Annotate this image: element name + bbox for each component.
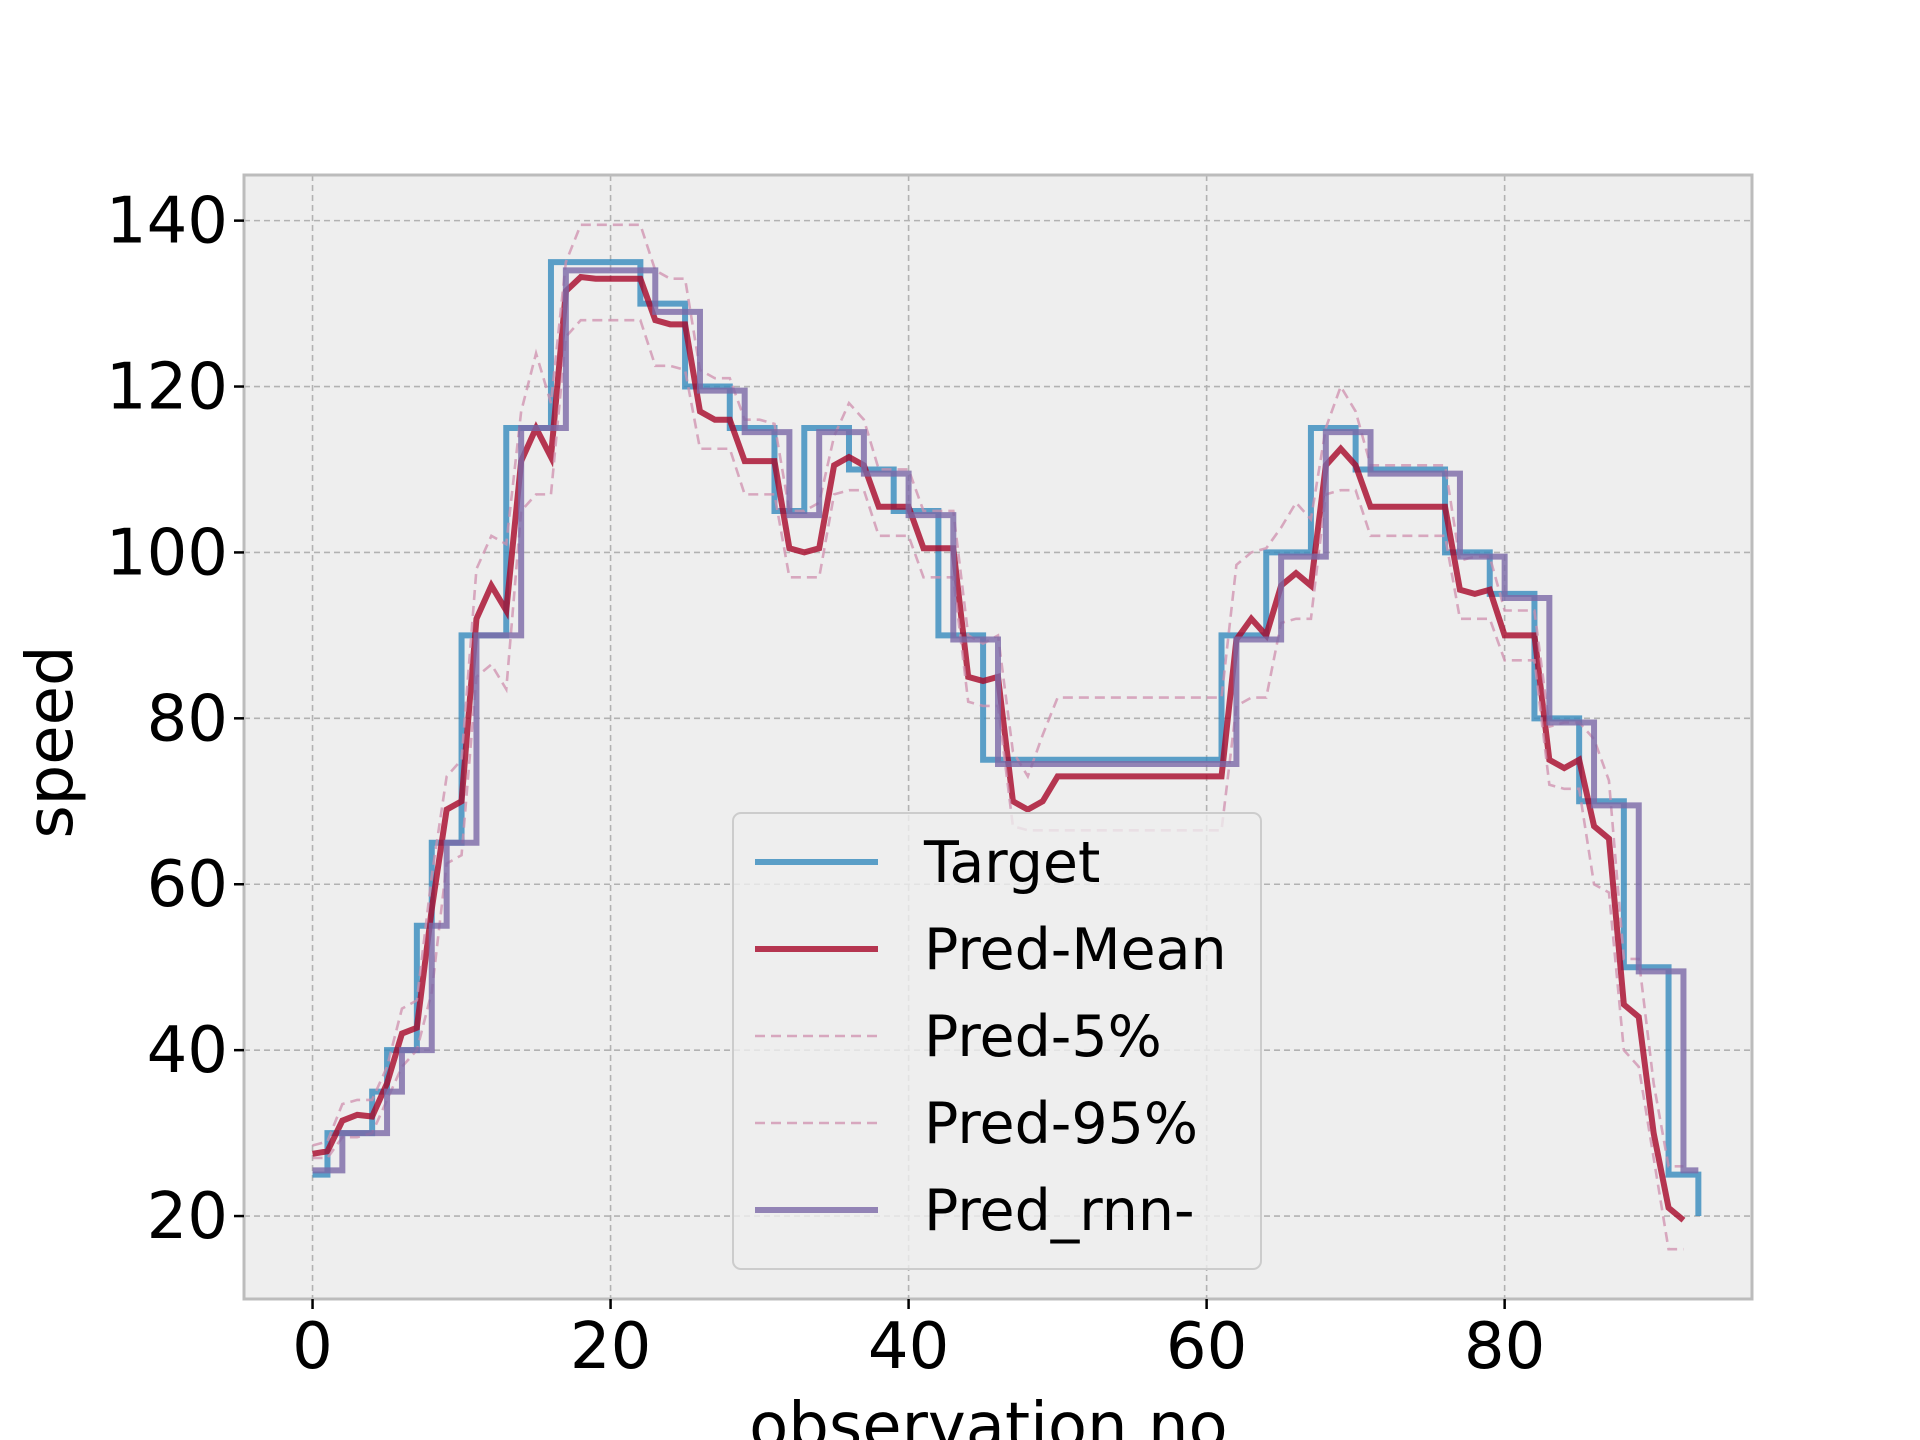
x-tick-label: 40	[868, 1310, 949, 1384]
x-tick-label: 80	[1464, 1310, 1545, 1384]
x-tick-label: 60	[1166, 1310, 1247, 1384]
y-tick-label: 140	[106, 185, 228, 259]
series-line-pred-95	[312, 223, 1684, 1168]
legend-label-pred-rnn: Pred_rnn-	[924, 1178, 1195, 1244]
x-axis-title: observation no.	[749, 1390, 1247, 1440]
y-tick-label: 100	[106, 516, 228, 590]
y-axis-title: speed	[14, 645, 88, 838]
legend: Target Pred-Mean Pred-5% Pred-95% Pred_rnn-	[732, 812, 1262, 1270]
plot-frame	[242, 173, 1754, 1301]
x-tick-label: 20	[570, 1310, 651, 1384]
y-tick-label: 120	[106, 351, 228, 425]
y-tick-label: 20	[147, 1180, 228, 1254]
legend-label-pred-5: Pred-5%	[924, 1004, 1162, 1070]
series-line-pred-rnn	[312, 267, 1699, 1174]
legend-box	[732, 812, 1262, 1270]
series-line-target	[312, 259, 1702, 1217]
y-tick-label: 80	[147, 682, 228, 756]
legend-label-pred-mean: Pred-Mean	[924, 917, 1227, 983]
legend-label-target: Target	[923, 830, 1100, 896]
series-layer	[312, 223, 1702, 1251]
y-tick-label: 40	[147, 1014, 228, 1088]
ticks: 0 20 40 60 80 20 40 60 80 100 120 140	[106, 185, 1546, 1384]
x-tick-label: 0	[292, 1310, 333, 1384]
legend-label-pred-95: Pred-95%	[924, 1091, 1198, 1157]
y-tick-label: 60	[147, 848, 228, 922]
